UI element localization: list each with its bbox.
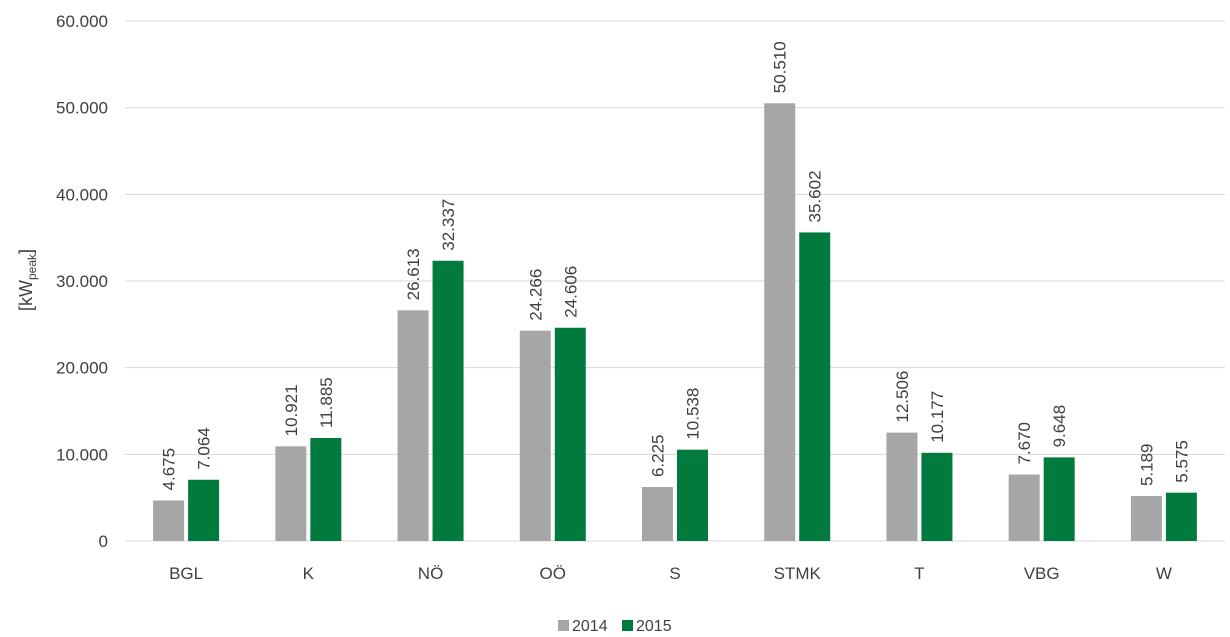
legend-swatch-2014 [558,620,569,631]
bar-2015-VBG [1043,457,1075,541]
legend-label: 2014 [572,618,608,635]
y-axis-label-subscript: peak [25,253,39,280]
bar-2014-BGL [153,500,185,541]
bar-2014-VBG [1008,474,1040,541]
y-tick-label: 10.000 [56,445,108,464]
x-category-label: S [669,564,680,583]
y-tick-label: 20.000 [56,359,108,378]
data-label: 50.510 [771,41,790,93]
bar-2014-S [642,487,673,541]
bar-2015-S [677,449,708,541]
bar-2014-OÖ [519,330,551,541]
data-label: 32.337 [439,199,458,251]
x-category-label: STMK [774,564,822,583]
data-label: 11.885 [317,377,336,428]
legend-swatch-2015 [622,620,633,631]
data-label: 6.225 [649,435,668,478]
data-label: 9.648 [1050,405,1069,448]
bar-2014-K [275,446,307,541]
y-axis-label: [kWpeak] [16,249,39,311]
x-category-label: VBG [1024,564,1060,583]
data-label: 5.189 [1137,443,1156,486]
y-tick-label: 50.000 [56,99,108,118]
data-label: 24.266 [526,269,545,321]
y-axis-label-close: ] [16,249,36,254]
y-axis-ticks: 0 10.000 20.000 30.000 40.000 50.000 60.000 [56,12,108,551]
data-label: 12.506 [893,371,912,423]
bar-2015-K [310,437,342,541]
data-label: 10.921 [282,384,301,436]
x-category-label: T [914,564,924,583]
bar-2014-NÖ [397,310,429,541]
y-tick-label: 0 [99,532,108,551]
x-category-label: OÖ [540,564,566,583]
x-category-label: W [1156,564,1172,583]
data-label: 10.538 [684,388,703,440]
x-axis-categories: BGL K NÖ OÖ S STMK T VBG W [169,564,1172,583]
gridlines [125,20,1225,542]
bar-2014-T [886,432,918,541]
data-label: 7.670 [1015,422,1034,465]
bar-2015-BGL [188,479,220,541]
data-label: 7.064 [195,427,214,470]
data-label: 4.675 [160,448,179,491]
legend-label: 2015 [636,618,672,635]
data-label: 35.602 [806,170,825,222]
y-axis-label-main: [kW [16,280,36,311]
bar-2015-OÖ [554,327,586,541]
bar-2014-W [1130,496,1162,541]
data-label: 24.606 [561,266,580,318]
x-category-label: NÖ [418,564,444,583]
bars [153,103,1197,541]
y-tick-label: 30.000 [56,272,108,291]
x-category-label: BGL [169,564,203,583]
bar-2015-NÖ [432,260,464,541]
x-category-label: K [303,564,315,583]
y-tick-label: 40.000 [56,185,108,204]
bar-2015-W [1165,492,1197,541]
legend: 2014 2015 [558,618,672,635]
bar-2015-T [921,452,953,541]
bar-2015-STMK [799,232,831,541]
data-label: 26.613 [404,248,423,300]
data-label: 10.177 [928,391,947,443]
data-label: 5.575 [1172,440,1191,483]
data-labels: 4.675 7.064 10.921 11.885 26.613 32.337 24.266… [160,41,1192,490]
y-tick-label: 60.000 [56,12,108,31]
bar-2014-STMK [764,103,796,541]
